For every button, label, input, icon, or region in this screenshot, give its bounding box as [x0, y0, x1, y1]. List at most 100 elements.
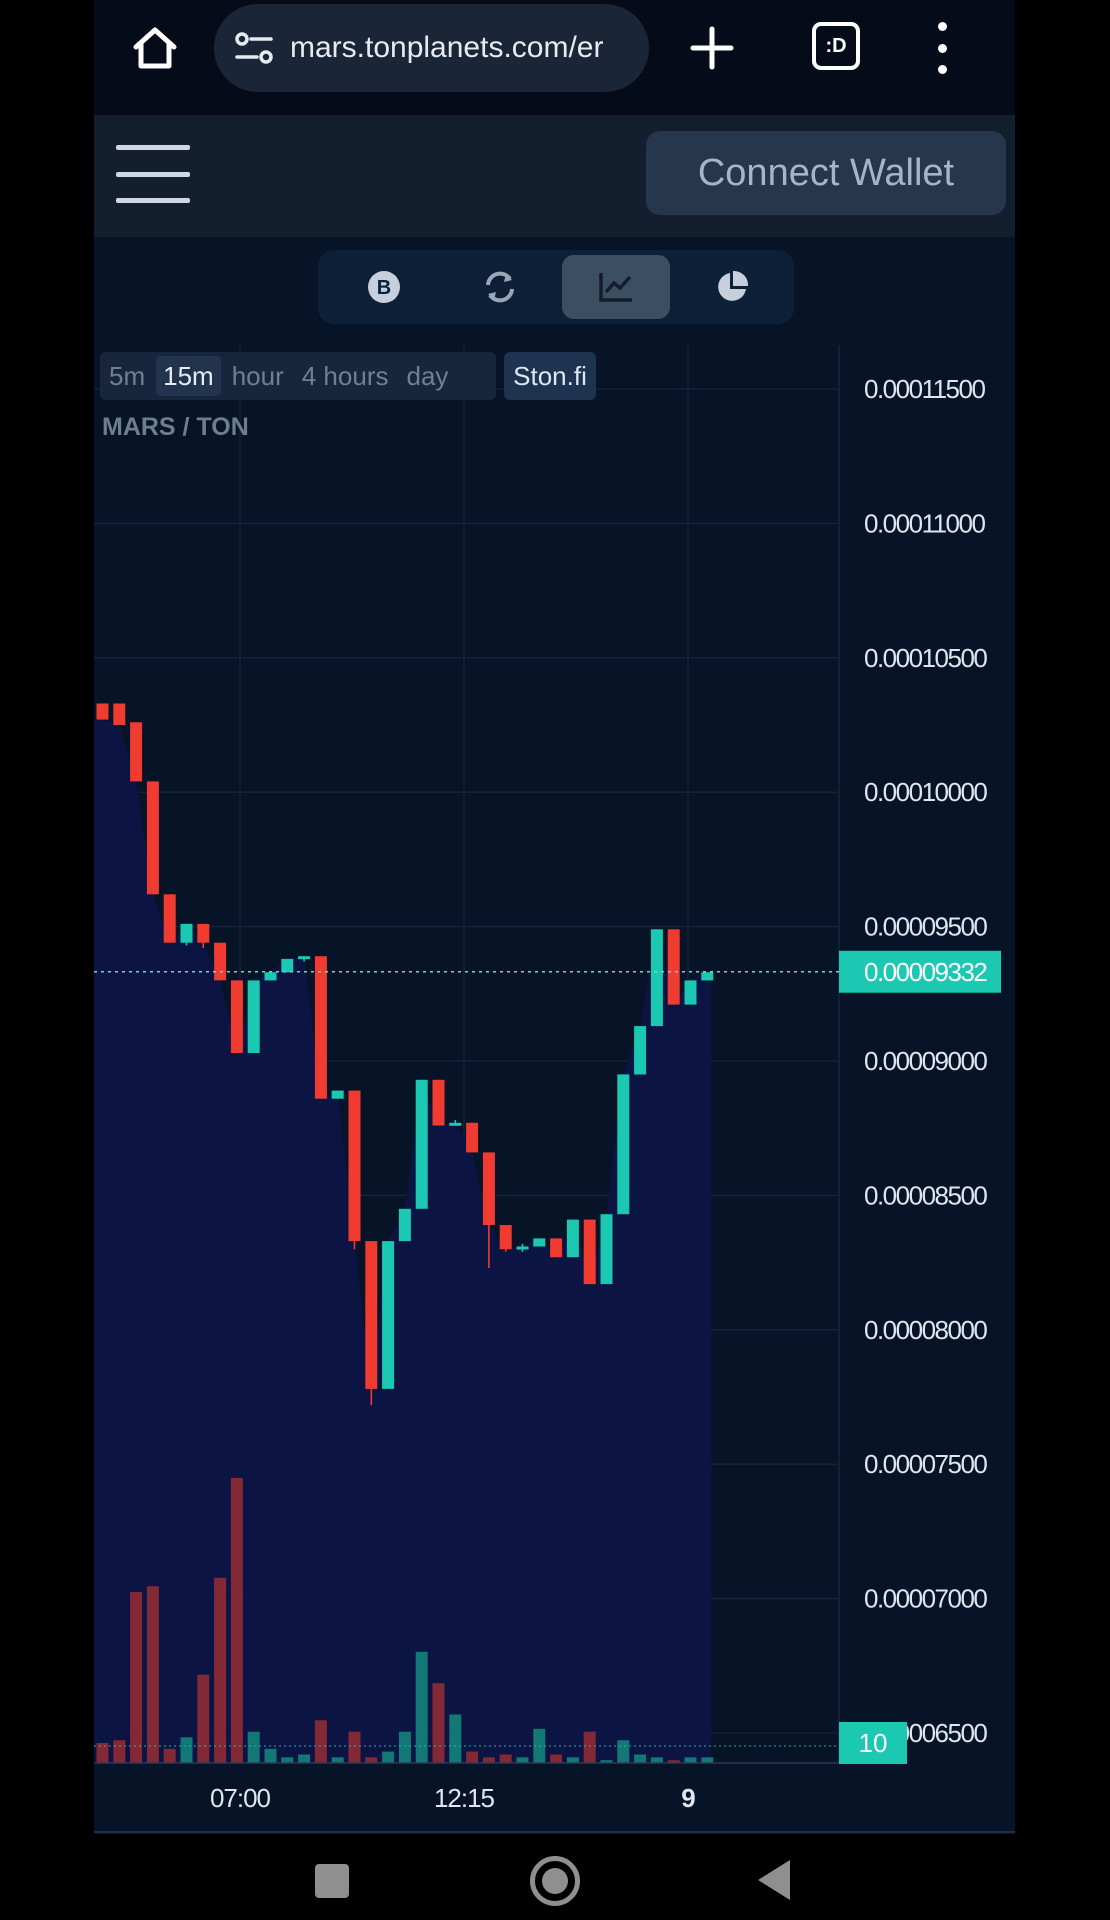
candle-body	[214, 942, 227, 981]
view-tab-group: B	[318, 250, 794, 324]
volume-bar	[550, 1754, 563, 1763]
candle-body	[482, 1152, 495, 1225]
candle-body	[415, 1079, 428, 1209]
volume-bar	[197, 1674, 210, 1763]
recent-apps-icon[interactable]	[315, 1864, 349, 1898]
volume-bar	[583, 1731, 596, 1764]
candle-body	[298, 956, 311, 960]
volume-bar	[634, 1754, 647, 1763]
new-tab-button[interactable]	[684, 20, 740, 76]
browser-menu-button[interactable]	[930, 22, 954, 74]
candle-body	[432, 1079, 445, 1126]
plus-icon	[690, 26, 734, 70]
price-tick-label: 0.00011500	[864, 374, 985, 404]
left-letterbox	[0, 0, 94, 1920]
connect-wallet-button[interactable]: Connect Wallet	[646, 131, 1006, 215]
price-area	[94, 719, 712, 1763]
app-header: Connect Wallet	[94, 115, 1015, 237]
price-tick-label: 0.00010500	[864, 643, 987, 673]
current-volume-badge	[839, 1722, 907, 1764]
current-price-label: 0.00009332	[864, 957, 987, 987]
time-filter-group: 5m 15m hour 4 hours day	[100, 352, 496, 400]
time-tick-label: 9	[681, 1783, 695, 1813]
candle-body	[499, 1225, 512, 1250]
volume-bar	[482, 1757, 495, 1763]
back-icon[interactable]	[758, 1860, 790, 1900]
time-filter-4-hours[interactable]: 4 hours	[301, 360, 389, 391]
candle-body	[550, 1238, 563, 1258]
address-bar[interactable]: mars.tonplanets.com/er	[214, 4, 649, 92]
volume-bar	[415, 1651, 428, 1763]
candle-body	[365, 1241, 378, 1389]
volume-bar	[247, 1731, 260, 1764]
tab-swap[interactable]	[446, 255, 554, 319]
candle-body	[281, 958, 294, 973]
candle-body	[180, 923, 193, 943]
site-settings-icon[interactable]	[232, 26, 276, 70]
candle-body	[466, 1122, 479, 1153]
volume-bar	[449, 1714, 462, 1763]
volume-bar	[432, 1683, 445, 1763]
time-filter-15m[interactable]: 15m	[156, 356, 221, 396]
volume-bar	[348, 1731, 361, 1764]
candle-body	[348, 1090, 361, 1242]
system-home-icon[interactable]	[530, 1856, 580, 1906]
candle-body	[130, 722, 143, 782]
url-text: mars.tonplanets.com/er	[290, 31, 604, 64]
volume-bar	[96, 1743, 109, 1763]
candle-body	[146, 781, 159, 895]
menu-dot	[937, 22, 947, 31]
price-tick-label: 0.00009000	[864, 1046, 987, 1076]
volume-bar	[516, 1757, 529, 1763]
candle-body	[382, 1241, 395, 1389]
volume-bar	[331, 1757, 344, 1763]
volume-bar	[298, 1754, 311, 1763]
volume-bar	[667, 1760, 680, 1764]
candle-body	[197, 923, 210, 943]
tab-switcher-icon: :D	[825, 34, 847, 57]
pie-chart-icon	[718, 270, 749, 301]
hamburger-menu-icon[interactable]	[116, 145, 190, 203]
volume-bar	[146, 1586, 159, 1763]
time-tick-label: 12:15	[434, 1783, 495, 1813]
volume-bar	[617, 1740, 630, 1763]
volume-bar	[113, 1740, 126, 1763]
current-volume-label: 10	[859, 1728, 888, 1758]
price-tick-label: 0.00008500	[864, 1180, 987, 1210]
volume-bar	[650, 1757, 663, 1763]
time-filter-5m[interactable]: 5m	[109, 360, 146, 391]
volume-bar	[701, 1757, 714, 1763]
menu-dot	[937, 43, 947, 53]
candle-body	[331, 1090, 344, 1099]
price-chart[interactable]: 0.00011500 0.00011000 0.00010500 0.00010000…	[94, 0, 1015, 1834]
volume-bar	[684, 1757, 697, 1763]
home-button[interactable]	[122, 18, 188, 78]
tab-switcher-button[interactable]: :D	[812, 22, 860, 70]
tab-stats[interactable]	[678, 255, 786, 319]
candle-body	[667, 929, 680, 1005]
volume-bar	[566, 1757, 579, 1763]
browser-toolbar: mars.tonplanets.com/er :D	[94, 0, 1015, 115]
volume-bar	[281, 1757, 294, 1763]
time-tick-label: 07:00	[210, 1783, 271, 1813]
volume-bar	[466, 1751, 479, 1763]
candle-body	[264, 972, 277, 981]
price-tick-label: 0.00009500	[864, 912, 987, 942]
right-letterbox	[1015, 0, 1110, 1920]
chart-axes: 0.00011500 0.00011000 0.00010500 0.00010000…	[94, 374, 1015, 1833]
time-filter-day[interactable]: day	[406, 360, 449, 391]
tab-chart[interactable]	[562, 255, 670, 319]
candle-body	[583, 1219, 596, 1285]
volume-bar	[130, 1592, 143, 1763]
candle-body	[600, 1214, 613, 1285]
tab-bitcoin[interactable]: B	[330, 255, 438, 319]
volume-bar	[382, 1751, 395, 1763]
candle-body	[163, 894, 176, 943]
volume-bar	[365, 1757, 378, 1763]
candle-body	[650, 929, 663, 1027]
time-filter-hour[interactable]: hour	[231, 360, 284, 391]
candle-body	[398, 1208, 411, 1242]
candle-body	[96, 703, 109, 720]
source-button[interactable]: Ston.fi	[504, 352, 596, 400]
candle-body	[684, 980, 697, 1005]
